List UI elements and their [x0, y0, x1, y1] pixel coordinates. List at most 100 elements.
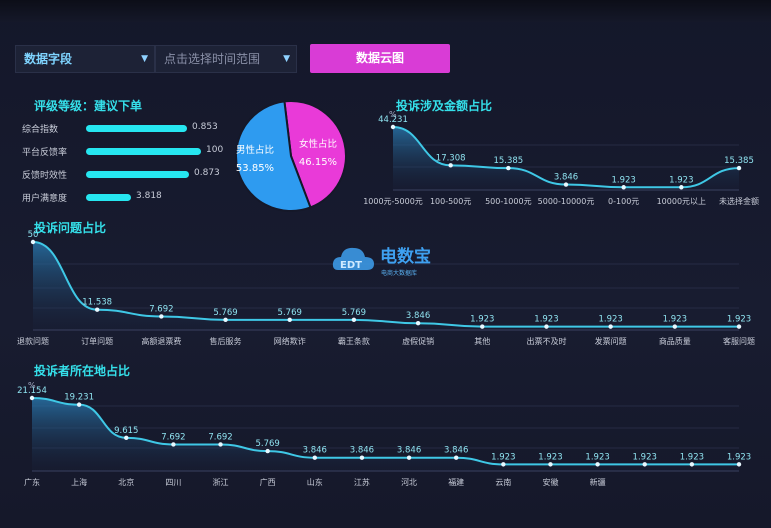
data-label: 3.846 — [406, 311, 430, 321]
data-point — [736, 165, 742, 171]
data-point — [124, 435, 129, 441]
tick-label: 100-500元 — [430, 197, 471, 206]
cloud-icon — [332, 247, 374, 270]
rating-label: 平台反馈率 — [22, 148, 68, 158]
tick-label: 广东 — [24, 477, 40, 487]
tick-label: 售后服务 — [210, 336, 242, 346]
tick-label: 河北 — [401, 477, 417, 487]
data-label: 15.385 — [724, 156, 754, 166]
amount-section-title: 投诉涉及金额占比 — [396, 99, 493, 113]
data-label: 3.846 — [554, 173, 578, 183]
rating-bar — [86, 125, 187, 132]
rating-row: 平台反馈率 100 — [22, 144, 224, 158]
data-label: 50 — [28, 230, 39, 240]
data-label: 1.923 — [727, 315, 751, 325]
rating-value: 0.853 — [192, 122, 218, 132]
data-label: 15.385 — [493, 156, 523, 166]
rating-label: 反馈时效性 — [22, 171, 68, 181]
data-label: 1.923 — [727, 452, 751, 462]
watermark-brand: 电数宝 — [380, 246, 431, 267]
tick-label: 未选择金额 — [719, 196, 759, 206]
tick-label: 安徽 — [542, 477, 558, 487]
rating-bar — [86, 194, 131, 201]
data-point — [76, 402, 82, 407]
time-range-select[interactable]: 点击选择时间范围 ▼ — [155, 45, 297, 73]
data-point — [454, 455, 459, 460]
data-point — [287, 317, 292, 323]
data-point — [608, 324, 613, 329]
data-label: 5.769 — [213, 308, 237, 318]
data-label: 19.231 — [64, 393, 94, 403]
data-point — [544, 324, 549, 329]
data-field-select[interactable]: 数据字段 ▼ — [15, 45, 155, 73]
tick-label: 0-100元 — [608, 197, 639, 206]
pie-slice-female — [283, 100, 347, 209]
rating-value: 100 — [206, 145, 224, 155]
tick-label: 1000元-5000元 — [363, 197, 423, 206]
data-point — [448, 163, 453, 168]
svg-text:EDT: EDT — [340, 260, 362, 271]
rating-label: 用户满意度 — [22, 194, 68, 204]
data-point — [672, 324, 678, 329]
data-point — [171, 442, 176, 447]
pie-label-male: 男性占比 — [236, 144, 274, 156]
tick-label: 虚假促销 — [402, 336, 434, 346]
tick-label: 退款问题 — [17, 336, 49, 346]
data-point — [351, 317, 357, 323]
tick-label: 广西 — [260, 477, 276, 487]
data-point — [359, 455, 365, 460]
watermark-sub: 电商大数据库 — [381, 269, 417, 277]
data-label: 1.923 — [633, 452, 657, 462]
data-point — [501, 462, 506, 467]
area-fill — [33, 242, 739, 330]
data-label: 44.231 — [378, 115, 408, 125]
data-cloud-button[interactable]: 数据云图 — [310, 44, 450, 73]
data-point — [265, 448, 270, 454]
tick-label: 高额退票费 — [141, 336, 181, 346]
data-label: 1.923 — [491, 452, 515, 462]
data-point — [406, 455, 412, 460]
data-label: 21.154 — [17, 386, 47, 396]
tick-label: 山东 — [307, 477, 323, 487]
pie-value-female: 46.15% — [299, 157, 337, 168]
tick-label: 发票问题 — [595, 336, 627, 346]
data-point — [480, 324, 485, 329]
window-top-bar — [0, 0, 771, 22]
data-point — [223, 317, 228, 323]
pie-label-female: 女性占比 — [299, 138, 337, 150]
data-point — [621, 185, 626, 190]
data-point — [736, 462, 742, 467]
amount-area-chart: 44.231 1000元-5000元 17.308 100-500元 15.385 500… — [363, 110, 759, 206]
data-point — [736, 324, 742, 329]
issue-area-chart: 50 退款问题 11.538 订单问题 7.692 高额退票费 5.769 售后服务 5.769… — [17, 230, 755, 346]
tick-label: 客服问题 — [723, 336, 755, 346]
data-label: 5.769 — [342, 308, 366, 318]
data-label: 1.923 — [680, 452, 704, 462]
tick-label: 上海 — [71, 477, 87, 487]
location-area-chart: 21.154 广东 19.231 上海 9.615 北京 7.692 四川 7.692 浙江 5.7… — [17, 381, 751, 487]
time-range-placeholder: 点击选择时间范围 — [164, 52, 261, 66]
data-label: 7.692 — [149, 304, 173, 314]
tick-label: 5000-10000元 — [538, 197, 595, 206]
data-label: 3.846 — [444, 446, 468, 456]
data-point — [94, 307, 100, 312]
tick-label: 出票不及时 — [526, 336, 566, 346]
rating-value: 0.873 — [194, 168, 220, 178]
series-line — [32, 241, 739, 328]
issue-section-title: 投诉问题占比 — [34, 221, 107, 235]
data-label: 1.923 — [611, 175, 635, 185]
tick-label: 四川 — [165, 478, 181, 487]
data-point — [506, 165, 511, 171]
rating-label: 综合指数 — [22, 125, 59, 135]
tick-label: 商品质量 — [659, 336, 691, 346]
series-line — [31, 397, 739, 466]
rating-row: 用户满意度 3.818 — [22, 190, 222, 204]
data-label: 1.923 — [598, 315, 622, 325]
data-point — [218, 442, 223, 447]
tick-label: 500-1000元 — [485, 197, 532, 206]
data-label: 1.923 — [669, 175, 693, 185]
pie-value-male: 53.85% — [236, 163, 274, 174]
data-label: 1.923 — [538, 452, 562, 462]
tick-label: 网络欺诈 — [274, 336, 306, 346]
rating-bar — [86, 148, 201, 155]
